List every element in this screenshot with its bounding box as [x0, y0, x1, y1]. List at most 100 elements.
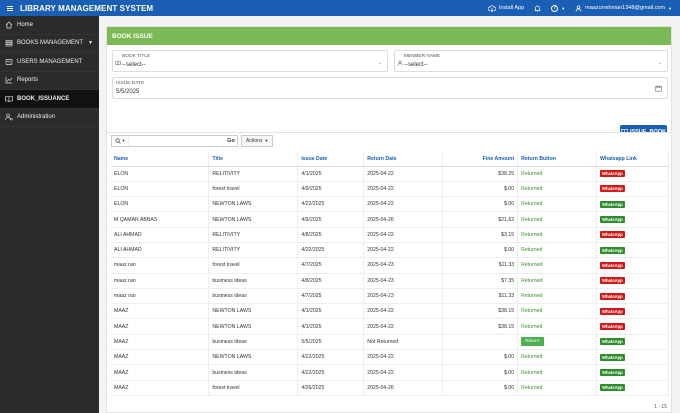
cell-issue-date: 4/1/2025	[297, 166, 365, 182]
cell-return-date: 2025-04-22	[363, 303, 444, 320]
cell-return-date: 2025-04-22	[363, 242, 444, 259]
cell-return-button: Returned	[517, 364, 597, 381]
column-header-return-button[interactable]: Return Button	[517, 152, 597, 167]
table-row: ALI AHMAD RELITIVITY 4/22/2025 2025-04-22 $.…	[111, 242, 669, 259]
member-name-select[interactable]: MEMBER NAME --select-- ⌄	[394, 50, 668, 72]
sidebar-item-books-management[interactable]: BOOKS MANAGEMENT ▼	[0, 35, 99, 53]
cell-title: business ideas	[208, 334, 299, 351]
chevron-down-icon: ▼	[121, 138, 126, 143]
user-gear-icon	[5, 113, 13, 121]
book-title-label: BOOK TITLE	[122, 54, 151, 59]
whatsapp-link-button[interactable]: WhatsApp	[600, 277, 625, 285]
column-header-whatsapp-link[interactable]: Whatsapp Link	[596, 152, 669, 167]
search-input[interactable]	[128, 135, 225, 146]
whatsapp-link-button[interactable]: WhatsApp	[600, 384, 625, 392]
cell-return-date: 2025-04-23	[363, 288, 444, 305]
cell-fine-amount: $.00	[442, 364, 519, 381]
cell-whatsapp-link: WhatsApp	[596, 242, 669, 259]
whatsapp-link-button[interactable]: WhatsApp	[600, 353, 625, 361]
install-app-button[interactable]: Install App	[487, 4, 524, 12]
whatsapp-link-button[interactable]: WhatsApp	[600, 231, 625, 239]
go-button[interactable]: Go	[227, 137, 235, 144]
whatsapp-link-button[interactable]: WhatsApp	[600, 307, 625, 315]
book-title-select[interactable]: BOOK TITLE --select-- ⌄	[112, 50, 388, 72]
sidebar-item-reports[interactable]: Reports	[0, 72, 99, 90]
whatsapp-link-button[interactable]: WhatsApp	[600, 200, 625, 208]
cell-return-button: Return	[517, 334, 597, 351]
cell-name: ALI AHMAD	[111, 242, 210, 259]
calendar-icon[interactable]	[655, 85, 662, 92]
chevron-down-icon[interactable]: ▼	[88, 40, 93, 47]
cell-title: business ideas	[208, 273, 299, 289]
issued-books-report: ▼ Go Actions ▼ Name Title Issue Date Ret…	[106, 132, 672, 413]
table-row: maaz rao business ideas 4/8/2025 2025-04-23…	[111, 273, 669, 289]
cell-fine-amount: $21.62	[442, 211, 519, 228]
open-book-icon	[5, 95, 13, 103]
sidebar-item-label: BOOK_ISSUANCE	[17, 95, 70, 102]
cell-return-button: Returned	[517, 288, 597, 305]
whatsapp-link-button[interactable]: WhatsApp	[600, 185, 625, 193]
sidebar-item-book-issuance[interactable]: BOOK_ISSUANCE	[0, 90, 99, 109]
cell-name: MAAZ	[111, 364, 210, 381]
cell-return-button: Returned	[517, 211, 597, 228]
sidebar-item-label: BOOKS MANAGEMENT	[17, 40, 84, 47]
cell-fine-amount: $.00	[442, 181, 519, 198]
sidebar-item-users-management[interactable]: USERS MANAGEMENT	[0, 53, 99, 72]
issued-books-table: Name Title Issue Date Return Date Fine A…	[111, 152, 669, 396]
cell-title: RELITIVITY	[208, 166, 299, 182]
column-header-return-date[interactable]: Return Date	[363, 152, 444, 167]
sidebar-item-administration[interactable]: Administration	[0, 109, 99, 127]
cell-issue-date: 4/9/2025	[297, 211, 365, 228]
cell-title: RELITIVITY	[208, 242, 299, 259]
book-title-value: --select--	[122, 62, 146, 68]
whatsapp-link-button[interactable]: WhatsApp	[600, 170, 625, 178]
issue-date-field[interactable]: ISSUE DATE 5/5/2025	[112, 77, 668, 99]
hamburger-menu-icon[interactable]	[7, 5, 13, 11]
issue-date-label: ISSUE DATE	[116, 81, 145, 86]
book-icon	[115, 60, 121, 66]
cell-name: M QAMAR ABBAS	[111, 211, 210, 228]
actions-menu-button[interactable]: Actions ▼	[241, 134, 274, 147]
cell-return-date: 2025-04-26	[363, 211, 444, 228]
whatsapp-link-button[interactable]: WhatsApp	[600, 323, 625, 331]
sidebar-item-home[interactable]: Home	[0, 16, 99, 35]
cell-return-date: 2025-04-22	[363, 227, 444, 243]
cell-issue-date: 4/22/2025	[297, 242, 365, 259]
cell-title: NEWTON LAWS	[208, 211, 299, 228]
bell-menu-button[interactable]	[534, 5, 542, 12]
book-issue-form: BOOK ISSUE BOOK TITLE --select-- ⌄ MEMBE…	[106, 26, 672, 144]
whatsapp-link-button[interactable]: WhatsApp	[600, 338, 625, 346]
user-menu-button[interactable]: maazurrehman1348@gmail.com ▼	[575, 5, 672, 12]
cell-return-button: Returned	[517, 196, 597, 213]
cell-title: forest travel	[208, 181, 299, 198]
cell-whatsapp-link: WhatsApp	[596, 303, 669, 320]
whatsapp-link-button[interactable]: WhatsApp	[600, 261, 625, 269]
whatsapp-link-button[interactable]: WhatsApp	[600, 216, 625, 224]
whatsapp-link-button[interactable]: WhatsApp	[600, 246, 625, 254]
cloud-download-icon	[487, 4, 496, 12]
help-menu-button[interactable]: ? ▼	[551, 4, 565, 12]
cell-name: MAAZ	[111, 303, 210, 320]
cell-whatsapp-link: WhatsApp	[596, 318, 669, 335]
cell-fine-amount: $38.15	[442, 303, 519, 320]
cell-return-button: Returned	[517, 349, 597, 366]
return-button[interactable]: Return	[521, 337, 544, 347]
chevron-down-icon: ⌄	[377, 60, 382, 66]
column-header-title[interactable]: Title	[208, 152, 299, 167]
users-icon	[5, 58, 13, 66]
whatsapp-link-button[interactable]: WhatsApp	[600, 292, 625, 300]
user-icon	[397, 60, 403, 66]
cell-return-button: Returned	[517, 273, 597, 289]
column-header-issue-date[interactable]: Issue Date	[297, 152, 365, 167]
cell-return-date: 2025-04-22	[363, 318, 444, 335]
cell-title: forest travel	[208, 380, 299, 396]
table-row: ELON NEWTON LAWS 4/22/2025 2025-04-22 $.00 Re…	[111, 196, 669, 213]
search-column-menu[interactable]: ▼	[112, 136, 128, 146]
whatsapp-link-button[interactable]: WhatsApp	[600, 369, 625, 376]
cell-name: ALI AHMAD	[111, 227, 210, 243]
column-header-fine-amount[interactable]: Fine Amount	[442, 152, 519, 167]
app-title[interactable]: LIBRARY MANAGEMENT SYSTEM	[20, 3, 154, 13]
cell-return-date: 2025-04-22	[363, 181, 444, 198]
column-header-name[interactable]: Name	[111, 152, 210, 167]
cell-title: NEWTON LAWS	[208, 318, 299, 335]
